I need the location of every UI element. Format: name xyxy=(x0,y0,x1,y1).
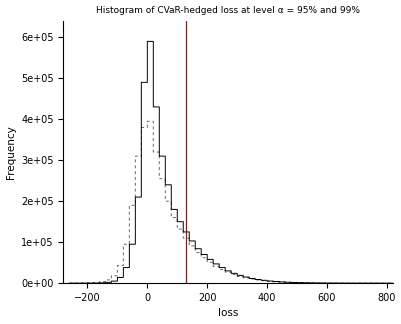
Title: Histogram of CVaR-hedged loss at level α = 95% and 99%: Histogram of CVaR-hedged loss at level α… xyxy=(96,6,359,15)
X-axis label: loss: loss xyxy=(217,308,238,318)
Y-axis label: Frequency: Frequency xyxy=(6,125,16,179)
